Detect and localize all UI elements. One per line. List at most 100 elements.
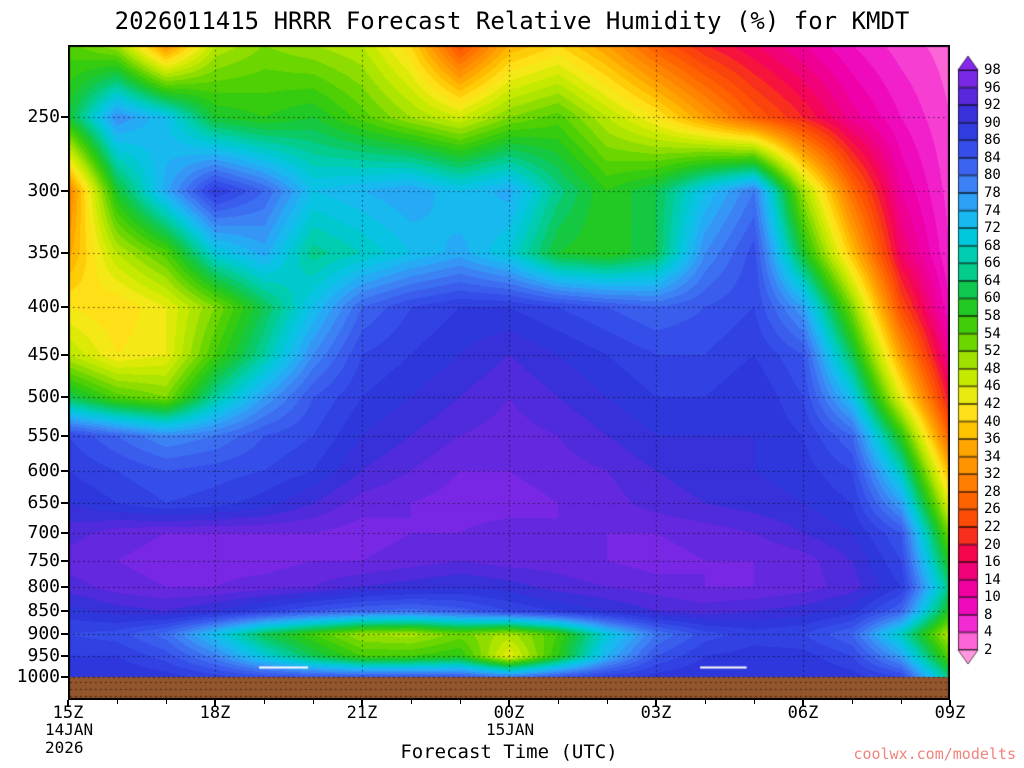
colorbar-tick-label: 32 [984,466,1001,483]
colorbar-tick-label: 64 [984,272,1001,289]
x-tick-mark [802,700,804,707]
colorbar-tick-label: 26 [984,501,1001,518]
y-tick-label: 950 [27,645,60,667]
rh-heatmap-canvas [68,45,950,700]
colorbar-tick-label: 42 [984,395,1001,412]
x-tick-label: 18Z [199,703,231,723]
colorbar-tick-label: 8 [984,606,993,623]
x-sub-label: 15JAN [486,721,534,739]
colorbar-tick-label: 36 [984,431,1001,448]
y-tick-mark [61,353,68,356]
y-tick-mark [61,501,68,504]
colorbar-tick-label: 74 [984,202,1001,219]
x-minor-tick-mark [753,700,755,704]
colorbar-tick-label: 28 [984,483,1001,500]
x-minor-tick-mark [116,700,118,704]
x-tick-mark [508,700,510,707]
y-tick-label: 500 [27,386,60,408]
colorbar-tick-label: 48 [984,360,1001,377]
colorbar-tick-label: 72 [984,220,1001,237]
x-minor-tick-mark [606,700,608,704]
x-minor-tick-mark [851,700,853,704]
y-tick-mark [61,610,68,613]
y-tick-label: 350 [27,242,60,264]
x-axis-title: Forecast Time (UTC) [400,741,618,763]
colorbar-tick-label: 68 [984,237,1001,254]
colorbar-tick-label: 84 [984,149,1001,166]
colorbar-tick-label: 60 [984,290,1001,307]
colorbar-tick-label: 96 [984,79,1001,96]
y-tick-mark [61,434,68,437]
x-minor-tick-mark [263,700,265,704]
x-minor-tick-mark [410,700,412,704]
y-tick-mark [61,469,68,472]
x-minor-tick-mark [557,700,559,704]
colorbar-tick-label: 4 [984,624,993,641]
colorbar-tick-label: 2 [984,642,993,658]
colorbar-tick-label: 86 [984,132,1001,149]
colorbar [952,50,1024,696]
colorbar-tick-label: 34 [984,448,1001,465]
y-tick-mark [61,655,68,658]
x-minor-tick-mark [900,700,902,704]
x-tick-label: 09Z [934,703,966,723]
watermark-link[interactable]: coolwx.com/modelts [853,745,1016,763]
y-tick-mark [61,189,68,192]
x-tick-label: 03Z [640,703,672,723]
colorbar-tick-label: 66 [984,255,1001,272]
colorbar-tick-label: 16 [984,554,1001,571]
colorbar-tick-label: 54 [984,325,1001,342]
y-tick-label: 250 [27,106,60,128]
y-tick-label: 650 [27,491,60,513]
x-sub-label-line: 2026 [45,738,84,757]
colorbar-tick-label: 80 [984,167,1001,184]
y-tick-mark [61,252,68,255]
y-tick-label: 1000 [16,665,60,687]
y-tick-label: 300 [27,179,60,201]
colorbar-tick-label: 78 [984,185,1001,202]
y-tick-label: 700 [27,521,60,543]
y-tick-label: 600 [27,459,60,481]
y-tick-mark [61,306,68,308]
x-tick-mark [949,700,951,707]
y-tick-mark [61,675,68,678]
x-tick-mark [361,700,363,707]
y-tick-label: 800 [27,575,60,597]
x-minor-tick-mark [165,700,167,704]
colorbar-tick-label: 52 [984,343,1001,360]
colorbar-tick-label: 20 [984,536,1001,553]
x-sub-label-line: 15JAN [486,720,535,739]
colorbar-tick-label: 58 [984,308,1001,325]
y-tick-mark [61,396,68,399]
y-tick-label: 900 [27,623,60,645]
x-tick-mark [67,700,69,707]
x-tick-label: 00Z [493,703,525,723]
colorbar-tick-label: 10 [984,589,1001,606]
y-tick-label: 400 [27,296,60,317]
x-tick-label: 06Z [787,703,819,723]
x-minor-tick-mark [312,700,314,704]
x-tick-mark [655,700,657,707]
colorbar-tick-label: 90 [984,114,1001,131]
colorbar-tick-label: 46 [984,378,1001,395]
y-tick-mark [61,633,68,636]
x-tick-label: 15Z [52,703,84,723]
y-tick-mark [61,585,68,588]
colorbar-tick-label: 14 [984,571,1001,588]
x-sub-label-line: 14JAN [45,720,94,739]
x-tick-mark [214,700,216,707]
y-tick-mark [61,116,68,119]
y-tick-label: 850 [27,600,60,622]
y-tick-mark [61,531,68,534]
y-tick-label: 450 [27,343,60,365]
colorbar-tick-label: 92 [984,97,1001,114]
colorbar-tick-label: 40 [984,413,1001,430]
x-minor-tick-mark [459,700,461,704]
colorbar-tick-label: 22 [984,518,1001,535]
chart-title: 2026011415 HRRR Forecast Relative Humidi… [114,7,910,35]
x-minor-tick-mark [704,700,706,704]
y-tick-mark [61,559,68,562]
x-tick-label: 21Z [346,703,378,723]
y-tick-label: 550 [27,424,60,446]
